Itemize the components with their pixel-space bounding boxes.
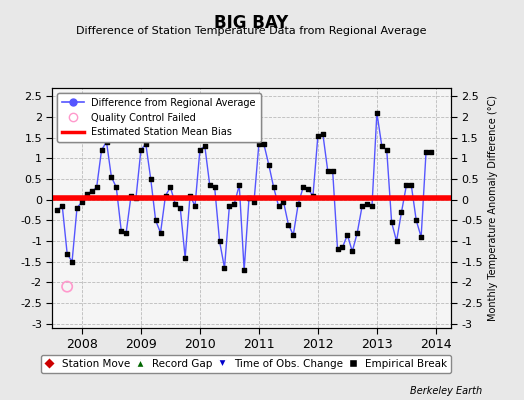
Point [339, 244, 347, 250]
Point [166, 184, 174, 190]
Point [407, 182, 416, 188]
Point [363, 201, 371, 207]
Point [392, 238, 401, 244]
Point [275, 203, 283, 209]
Point [176, 205, 184, 211]
Point [368, 203, 376, 209]
Legend: Difference from Regional Average, Quality Control Failed, Estimated Station Mean: Difference from Regional Average, Qualit… [57, 93, 260, 142]
Point [353, 230, 362, 236]
Point [147, 176, 155, 182]
Point [78, 198, 86, 205]
Point [132, 194, 140, 201]
Point [122, 230, 130, 236]
Point [53, 207, 61, 213]
Point [161, 192, 170, 199]
Point [284, 221, 292, 228]
Point [92, 184, 101, 190]
Point [191, 203, 199, 209]
Point [181, 254, 189, 261]
Point [68, 258, 76, 265]
Point [319, 130, 327, 137]
Point [255, 141, 263, 147]
Point [299, 184, 308, 190]
Point [107, 174, 116, 180]
Point [402, 182, 411, 188]
Point [205, 182, 214, 188]
Point [112, 184, 121, 190]
Text: Difference of Station Temperature Data from Regional Average: Difference of Station Temperature Data f… [77, 26, 427, 36]
Point [259, 141, 268, 147]
Point [63, 250, 71, 257]
Point [329, 168, 337, 174]
Point [417, 234, 425, 240]
Point [348, 248, 356, 255]
Point [186, 192, 194, 199]
Point [269, 184, 278, 190]
Point [333, 246, 342, 252]
Y-axis label: Monthly Temperature Anomaly Difference (°C): Monthly Temperature Anomaly Difference (… [488, 95, 498, 321]
Point [235, 182, 244, 188]
Point [412, 217, 420, 224]
Point [102, 138, 111, 145]
Point [97, 147, 106, 153]
Point [63, 284, 71, 290]
Point [358, 203, 366, 209]
Point [201, 143, 209, 149]
Point [58, 203, 67, 209]
Point [230, 201, 238, 207]
Point [127, 192, 135, 199]
Point [156, 230, 165, 236]
Point [195, 147, 204, 153]
Text: BIG BAY: BIG BAY [214, 14, 289, 32]
Point [141, 141, 150, 147]
Point [323, 168, 332, 174]
Point [343, 232, 352, 238]
Legend: Station Move, Record Gap, Time of Obs. Change, Empirical Break: Station Move, Record Gap, Time of Obs. C… [41, 355, 452, 373]
Point [427, 149, 435, 155]
Point [289, 232, 298, 238]
Point [422, 149, 430, 155]
Point [245, 194, 253, 201]
Point [304, 186, 312, 192]
Point [171, 201, 180, 207]
Point [265, 161, 273, 168]
Point [279, 198, 288, 205]
Point [240, 267, 248, 273]
Point [225, 203, 234, 209]
Point [220, 265, 228, 271]
Point [211, 184, 219, 190]
Point [314, 132, 322, 139]
Text: Berkeley Earth: Berkeley Earth [410, 386, 482, 396]
Point [137, 147, 145, 153]
Point [378, 143, 386, 149]
Point [117, 228, 125, 234]
Point [397, 209, 406, 215]
Point [88, 188, 96, 195]
Point [383, 147, 391, 153]
Point [151, 217, 160, 224]
Point [387, 219, 396, 226]
Point [294, 201, 302, 207]
Point [309, 192, 317, 199]
Point [83, 190, 91, 197]
Point [250, 198, 258, 205]
Point [73, 205, 81, 211]
Point [373, 110, 381, 116]
Point [215, 238, 224, 244]
